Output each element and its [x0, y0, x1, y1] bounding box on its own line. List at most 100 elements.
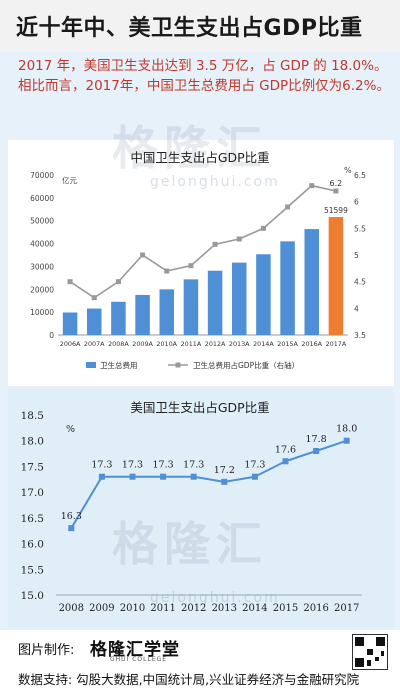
chart1-xtick: 2008A: [108, 340, 129, 348]
footer-brand: 格隆汇学堂: [90, 640, 180, 660]
chart1-xtick: 2007A: [84, 340, 105, 348]
chart1-line: [69, 184, 337, 299]
chart2-line-point: [343, 437, 350, 444]
chart2-data-label: 17.3: [91, 460, 112, 471]
chart1-ytick-left: 30000: [30, 262, 54, 271]
chart1-ytick-right: 5: [354, 251, 359, 260]
chart2-xtick: 2010: [120, 603, 145, 614]
chart2-line-point: [129, 473, 136, 480]
us-chart-panel: [8, 388, 394, 628]
chart1-legend-swatch: [175, 362, 181, 368]
chart1-bar: [256, 254, 271, 335]
chart1-bar: [62, 312, 78, 335]
chart2-line: [70, 439, 348, 529]
chart2-data-label: 17.6: [275, 444, 296, 455]
chart2-line-point: [251, 473, 258, 480]
chart1-xtick: 2013A: [229, 340, 250, 348]
chart2-line-point: [190, 473, 197, 480]
chart1-line-point: [140, 252, 146, 258]
chart1-legend-label: 卫生总费用: [100, 360, 138, 370]
chart2-ytick: 15.5: [21, 564, 44, 576]
chart1-ytick-left: 60000: [30, 194, 54, 203]
chart2-xtick: 2011: [150, 603, 175, 614]
chart2-data-label: 17.2: [214, 465, 235, 476]
chart1-bar: [304, 229, 319, 335]
chart1-bar: [232, 262, 247, 335]
footer-made-label: 图片制作:: [18, 643, 75, 658]
chart1-bar: [207, 270, 223, 335]
chart1-legend-label: 卫生总费用占GDP比重（右轴）: [193, 360, 299, 370]
chart2-ytick: 17.0: [21, 487, 44, 499]
chart1-ytick-right: 6.5: [354, 171, 366, 180]
chart1-bar: [183, 279, 199, 335]
chart1-title: 中国卫生支出占GDP比重: [130, 150, 269, 165]
chart2-xtick: 2009: [89, 603, 114, 614]
chart1-legend-swatch: [86, 362, 96, 368]
chart2-ytick: 16.5: [21, 513, 44, 525]
chart1-xtick: 2010A: [156, 340, 177, 348]
chart1-line-point: [115, 279, 121, 285]
chart2-line-point: [160, 473, 167, 480]
chart1-ytick-right: 4.5: [354, 278, 366, 287]
intro-text: 2017 年，美国卫生支出达到 3.5 万亿，占 GDP 的 18.0%。相比而…: [18, 58, 390, 94]
chart1-line-point: [333, 188, 339, 194]
chart1-xtick: 2006A: [60, 340, 81, 348]
chart2-xtick: 2008: [59, 603, 84, 614]
chart1-xtick: 2011A: [181, 340, 202, 348]
chart2-data-label: 16.3: [61, 511, 82, 522]
chart2-xtick: 2015: [273, 603, 298, 614]
chart2-xtick: 2014: [242, 603, 267, 614]
chart1-line-point: [67, 279, 73, 285]
chart2-ytick: 17.5: [21, 461, 44, 473]
chart2-data-label: 17.3: [244, 460, 265, 471]
chart1-line-point: [260, 225, 266, 231]
chart1-xtick: 2016A: [301, 340, 322, 348]
chart1-bar: [280, 241, 295, 335]
header-bar: 近十年中、美卫生支出占GDP比重: [0, 0, 400, 52]
chart2-ytick: 15.0: [21, 590, 44, 602]
chart1-ytick-left: 70000: [30, 171, 54, 180]
chart2-line-point: [282, 458, 289, 465]
chart1-ylabel-right: %: [344, 166, 352, 175]
chart2-title: 美国卫生支出占GDP比重: [130, 400, 269, 415]
chart1-ytick-left: 40000: [30, 240, 54, 249]
chart1-xtick: 2015A: [277, 340, 298, 348]
chart2-xtick: 2013: [212, 603, 237, 614]
chart1-xtick: 2009A: [132, 340, 153, 348]
chart1-bar: [87, 308, 102, 335]
watermark-site: gelonghui.com: [150, 590, 280, 606]
chart2-ylabel: %: [66, 424, 75, 435]
watermark-brand: 格隆汇: [112, 121, 268, 175]
chart2-data-label: 17.3: [122, 460, 143, 471]
chart2-data-label: 17.3: [183, 460, 204, 471]
chart2-data-label: 18.0: [336, 424, 357, 435]
chart1-ytick-left: 10000: [30, 308, 54, 317]
watermark-brand: 格隆汇: [112, 517, 268, 571]
chart1-ylabel-left: 亿元: [62, 175, 77, 185]
chart1-bar: [328, 217, 344, 335]
chart2-xtick: 2016: [303, 603, 328, 614]
chart2-ytick: 18.0: [21, 436, 44, 448]
chart1-line-point: [309, 183, 315, 189]
chart1-ytick-left: 0: [49, 331, 54, 340]
footer-source: 数据支持: 勾股大数据,中国统计局,兴业证券经济与金融研究院: [18, 672, 360, 687]
chart1-ytick-left: 20000: [30, 285, 54, 294]
chart1-line-point: [212, 241, 218, 247]
chart2-data-label: 17.8: [306, 434, 327, 445]
chart1-ytick-right: 5.5: [354, 224, 366, 233]
chart2-xtick: 2012: [181, 603, 206, 614]
chart2-ytick: 16.0: [21, 539, 44, 551]
chart1-xtick: 2012A: [205, 340, 226, 348]
chart2-data-label: 17.3: [153, 460, 174, 471]
chart1-line-point: [164, 268, 170, 274]
chart1-line-point: [236, 236, 242, 242]
chart1-bar: [135, 294, 150, 335]
page-title: 近十年中、美卫生支出占GDP比重: [16, 16, 363, 41]
chart1-xtick: 2017A: [326, 340, 347, 348]
chart2-line-point: [98, 473, 105, 480]
chart2-xtick: 2017: [334, 603, 359, 614]
chart1-line-point: [285, 204, 291, 210]
chart1-ytick-left: 50000: [30, 217, 54, 226]
qr-code[interactable]: [352, 634, 388, 670]
chart1-bar: [111, 301, 126, 335]
